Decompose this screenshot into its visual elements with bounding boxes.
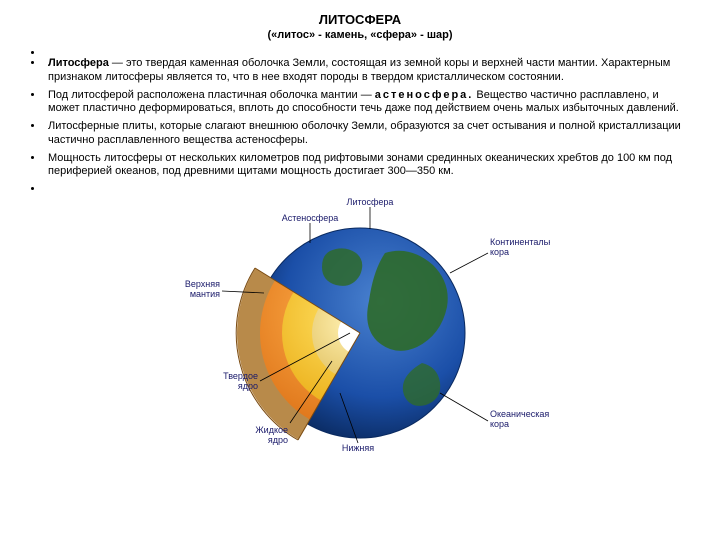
label-lower-mantle: Нижняямантия bbox=[342, 443, 374, 453]
label-oceanic-crust: Океаническаякора bbox=[490, 409, 549, 429]
bullet-2-bold: астеносфера. bbox=[375, 89, 474, 101]
earth-diagram: Литосфера Астеносфера Континентальнаякор… bbox=[28, 193, 692, 458]
label-solid-core: Твердоеядро bbox=[223, 371, 258, 391]
bullet-4: Мощность литосферы от нескольких километ… bbox=[44, 152, 692, 180]
bullet-list: Литосфера — это твердая каменная оболочк… bbox=[28, 47, 692, 189]
label-asthenosphere: Астеносфера bbox=[282, 213, 338, 223]
label-upper-mantle: Верхняямантия bbox=[185, 279, 220, 299]
bullet-3: Литосферные плиты, которые слагают внешн… bbox=[44, 120, 692, 148]
label-liquid-core: Жидкоеядро bbox=[255, 425, 288, 445]
page-subtitle: («литос» - камень, «сфера» - шар) bbox=[28, 29, 692, 43]
page-title: ЛИТОСФЕРА bbox=[28, 12, 692, 28]
bullet-1-lead: Литосфера bbox=[48, 57, 109, 69]
bullet-1-rest: — это твердая каменная оболочка Земли, с… bbox=[48, 57, 670, 83]
label-lithosphere: Литосфера bbox=[347, 197, 394, 207]
bullet-empty-2 bbox=[44, 183, 692, 189]
bullet-1: Литосфера — это твердая каменная оболочк… bbox=[44, 57, 692, 85]
bullet-empty-1 bbox=[44, 47, 692, 53]
bullet-2: Под литосферой расположена пластичная об… bbox=[44, 89, 692, 117]
bullet-2-a: Под литосферой расположена пластичная об… bbox=[48, 89, 375, 101]
label-continental-crust: Континентальнаякора bbox=[490, 237, 550, 257]
